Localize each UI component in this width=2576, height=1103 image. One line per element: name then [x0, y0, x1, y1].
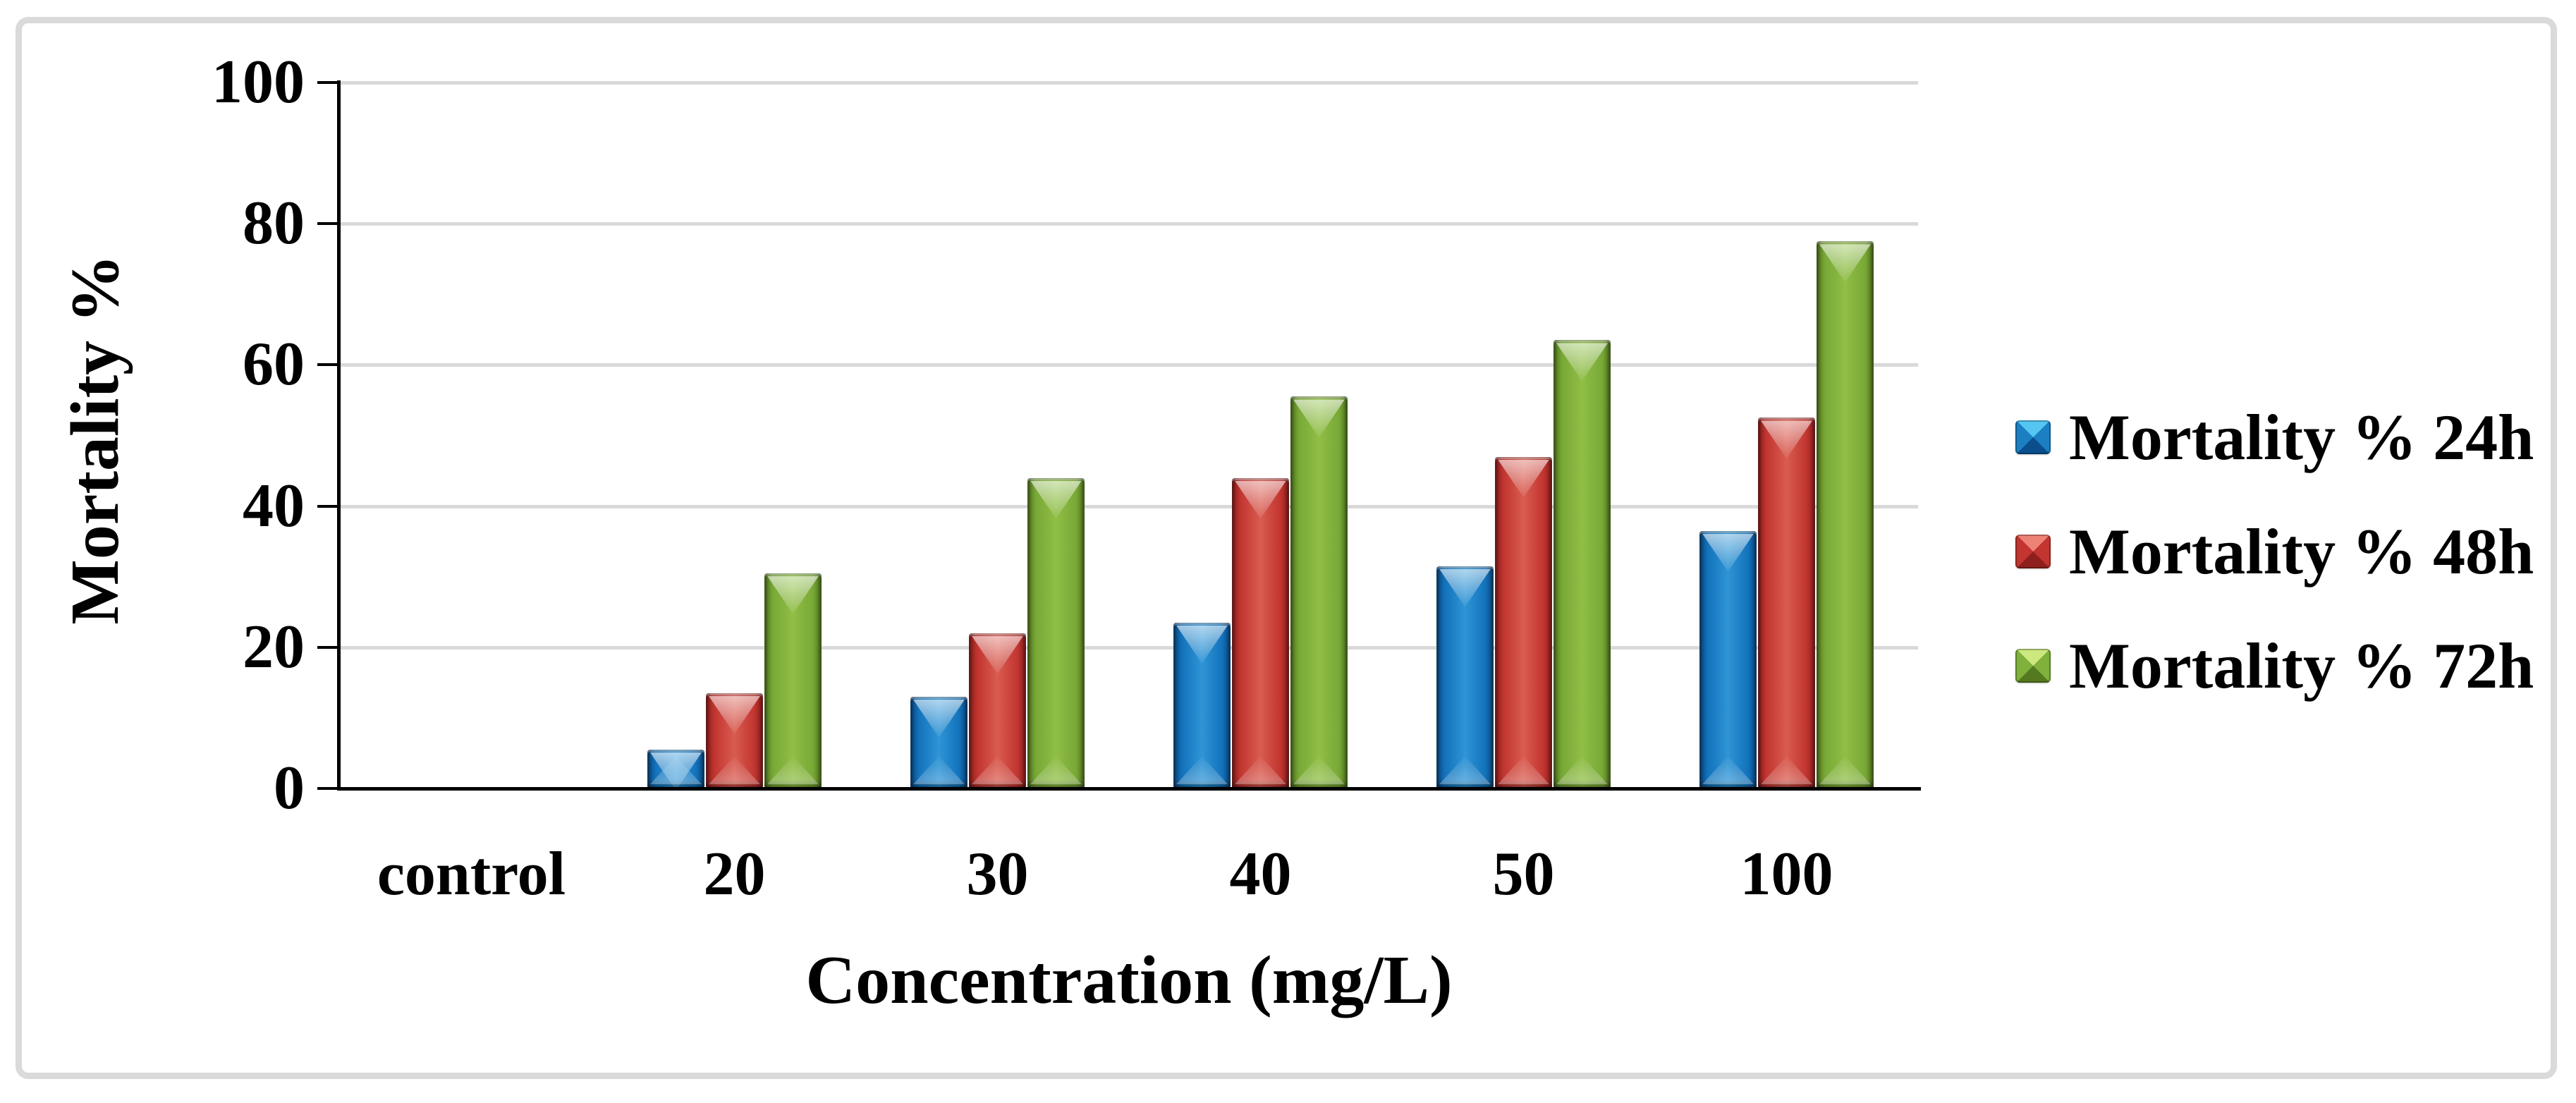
legend-item: Mortality % 24h [2015, 403, 2534, 471]
bar-100-48h [1758, 418, 1815, 788]
bar-100-72h [1817, 241, 1874, 788]
y-axis-right-tick [1880, 81, 1912, 85]
bar-30-24h [910, 696, 967, 788]
bar-50-24h [1436, 566, 1494, 788]
bar-50-72h [1553, 340, 1611, 788]
y-axis-tick [317, 645, 338, 649]
y-tick-label: 40 [243, 471, 305, 540]
bar-40-72h [1290, 396, 1348, 788]
y-tick-label: 20 [243, 612, 305, 681]
bar-100-24h [1699, 530, 1757, 788]
bar-20-72h [764, 573, 822, 788]
gridline [340, 363, 1918, 367]
gridline [340, 222, 1918, 226]
y-tick-label: 60 [243, 330, 305, 399]
x-category-label: 20 [703, 840, 766, 908]
y-axis-tick [317, 787, 338, 790]
bar-40-24h [1173, 622, 1231, 788]
y-axis-right-tick [1880, 222, 1912, 226]
gridline [340, 504, 1918, 508]
legend-label: Mortality % 72h [2069, 630, 2534, 702]
x-category-label: 30 [966, 840, 1029, 908]
y-axis-tick [317, 222, 338, 226]
legend-item: Mortality % 72h [2015, 632, 2534, 700]
y-axis-title: Mortality % [57, 254, 133, 625]
gridline [340, 645, 1918, 650]
y-axis-right-tick [1880, 645, 1912, 650]
bar-40-48h [1232, 477, 1289, 788]
bar-30-72h [1027, 477, 1085, 788]
bar-20-24h [647, 749, 704, 788]
y-axis-tick [317, 363, 338, 367]
bar-20-48h [706, 693, 763, 788]
legend-label: Mortality % 48h [2069, 516, 2534, 587]
legend-label: Mortality % 24h [2069, 401, 2534, 473]
y-axis-line [337, 80, 341, 791]
y-tick-label: 0 [274, 754, 305, 822]
legend-marker-icon [2015, 535, 2051, 568]
x-axis-line [337, 787, 1921, 791]
x-category-label: 40 [1229, 840, 1292, 908]
legend-marker-icon [2015, 420, 2051, 454]
y-axis-tick [317, 504, 338, 508]
y-axis-right-tick [1880, 504, 1912, 508]
legend-marker-icon [2015, 649, 2051, 683]
gridline [340, 81, 1918, 85]
y-axis-right-tick [1880, 363, 1912, 367]
bar-50-48h [1495, 456, 1552, 788]
x-category-label: 100 [1740, 840, 1833, 908]
legend-item: Mortality % 48h [2015, 518, 2534, 585]
x-axis-title: Concentration (mg/L) [805, 942, 1453, 1018]
x-category-label: control [377, 840, 566, 908]
y-tick-label: 100 [212, 48, 305, 116]
y-tick-label: 80 [243, 189, 305, 258]
y-axis-tick [317, 81, 338, 84]
bar-30-48h [969, 633, 1026, 788]
x-category-label: 50 [1492, 840, 1555, 908]
